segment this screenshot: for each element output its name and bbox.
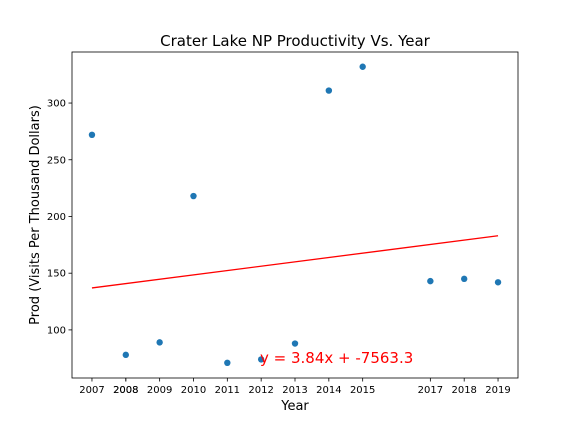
point — [190, 192, 197, 200]
trendline — [91, 235, 499, 289]
y-tick-label: 250 — [47, 155, 66, 166]
x-tick-label: 2011 — [215, 385, 240, 396]
x-tick-label: 2017 — [418, 385, 443, 396]
point — [224, 359, 231, 367]
x-tick-label: 2010 — [181, 385, 206, 396]
y-axis-label: Prod (Visits Per Thousand Dollars) — [28, 105, 43, 325]
plot-frame — [71, 51, 519, 379]
x-axis-label: Year — [280, 399, 309, 414]
y-tick-label: 150 — [47, 269, 66, 280]
y-tick-label: 200 — [47, 212, 66, 223]
x-tick-label: 2018 — [451, 385, 476, 396]
point — [427, 277, 434, 285]
point — [122, 351, 130, 359]
x-tick-label: 2013 — [282, 385, 307, 396]
point — [156, 339, 163, 346]
x-tick-label: 2019 — [485, 385, 510, 396]
annotation: y = 3.84x + -7563.3 — [260, 349, 413, 367]
chart-title: Crater Lake NP Productivity Vs. Year — [160, 32, 431, 50]
y-tick-label: 100 — [47, 325, 66, 336]
x-tick-label: 2014 — [316, 385, 341, 396]
x-tick-label: 2015 — [350, 385, 375, 396]
point — [291, 340, 299, 347]
point — [88, 131, 96, 139]
x-tick-label: 2009 — [147, 385, 172, 396]
point — [359, 63, 366, 70]
point — [257, 356, 265, 363]
point — [325, 87, 333, 94]
point — [460, 275, 468, 283]
x-tick-label: 2008 — [113, 385, 138, 396]
y-tick-label: 300 — [47, 99, 66, 110]
point — [494, 279, 502, 286]
x-tick-label: 2007 — [79, 385, 104, 396]
x-tick-label: 2012 — [248, 385, 273, 396]
x-tick-label: 2008 — [113, 385, 138, 396]
